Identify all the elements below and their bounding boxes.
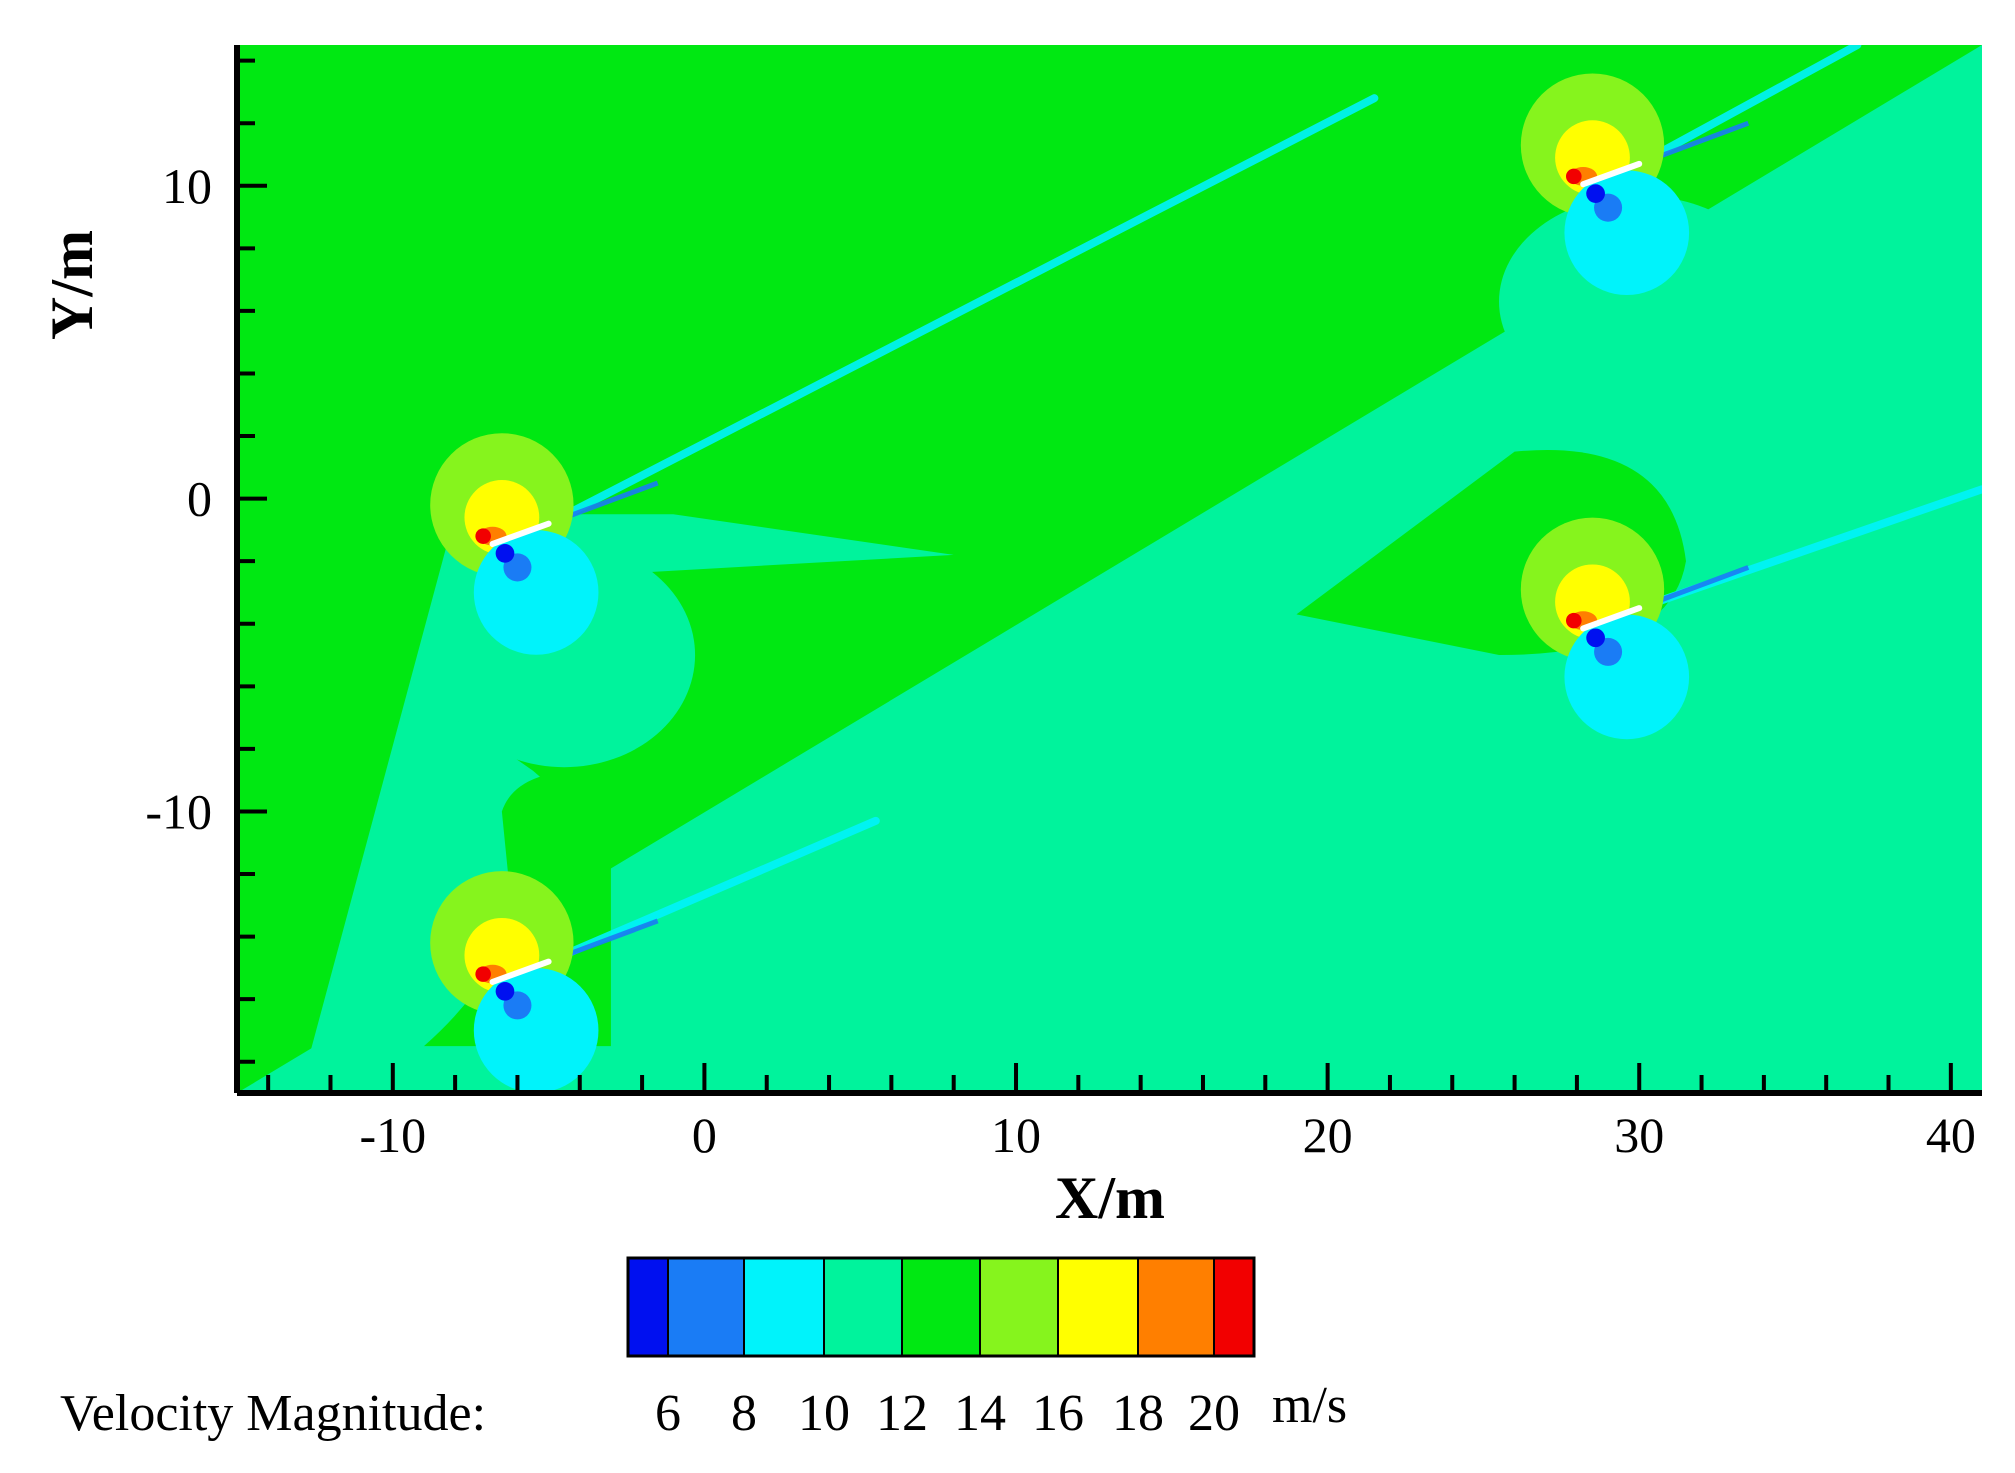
plot-axes	[234, 45, 1982, 1096]
colorbar-segment	[901, 1257, 981, 1357]
low-speed-blob	[473, 968, 599, 1093]
turbine-blade	[1580, 605, 1643, 632]
turbine-blade	[489, 520, 552, 547]
low-speed-center	[495, 544, 515, 563]
y-tick-label: -10	[145, 783, 212, 839]
colorbar-label: 16	[1032, 1385, 1084, 1442]
colorbar-label: 12	[876, 1385, 928, 1442]
low-speed-blob	[473, 530, 599, 655]
colorbar-labels: 6 8 10 12 14 16 18 20	[655, 1385, 1240, 1442]
y-axis-title: Y/m	[39, 230, 105, 340]
colorbar-frame	[626, 1256, 1256, 1358]
low-speed-blob	[1564, 614, 1690, 740]
colorbar-segment	[627, 1257, 669, 1357]
colorbar-label: 6	[655, 1385, 681, 1442]
wake-streak	[544, 94, 1379, 528]
wake-upper-right	[1514, 45, 1982, 390]
x-axis-title: X/m	[1055, 1165, 1165, 1231]
high-speed-tip	[475, 528, 491, 544]
x-tick-labels: -10 0 10 20 30 40	[359, 1107, 1975, 1163]
colorbar-label: 8	[731, 1385, 757, 1442]
x-tick-label: 10	[991, 1107, 1041, 1163]
high-speed-tip	[1566, 612, 1582, 629]
x-tick-label: 40	[1926, 1107, 1976, 1163]
colorbar-label: 10	[798, 1385, 850, 1442]
colorbar-unit: m/s	[1272, 1377, 1347, 1434]
contour-field	[237, 45, 1982, 1093]
colorbar-segment	[1137, 1257, 1215, 1357]
turbine-blade	[1580, 160, 1643, 188]
y-tick-label: 10	[162, 158, 212, 214]
high-speed-tip	[1566, 168, 1582, 185]
x-tick-label: -10	[359, 1107, 426, 1163]
colorbar-label: 20	[1188, 1385, 1240, 1442]
colorbar-label: 14	[954, 1385, 1006, 1442]
colorbar-segment	[667, 1257, 745, 1357]
x-tick-label: 0	[692, 1107, 717, 1163]
low-speed-center	[495, 981, 515, 1001]
wake-streak	[544, 816, 880, 966]
low-speed-center	[1586, 628, 1605, 648]
colorbar-segment	[743, 1257, 825, 1357]
high-speed-tip	[475, 966, 491, 982]
low-speed-center	[1586, 184, 1605, 203]
colorbar-title: Velocity Magnitude:	[60, 1385, 486, 1442]
colorbar-segment	[1213, 1257, 1255, 1357]
y-tick-label: 0	[187, 471, 212, 527]
turbine-blade	[489, 958, 552, 985]
colorbar-segment	[823, 1257, 903, 1357]
x-tick-label: 20	[1303, 1107, 1353, 1163]
wake-streak	[1635, 45, 1862, 168]
low-speed-blob	[1564, 170, 1690, 296]
colorbar-segment	[1057, 1257, 1139, 1357]
colorbar-label: 18	[1112, 1385, 1164, 1442]
colorbar	[626, 1256, 1256, 1358]
colorbar-segment	[979, 1257, 1059, 1357]
x-tick-label: 30	[1614, 1107, 1664, 1163]
y-tick-labels: -10 0 10	[145, 158, 212, 840]
